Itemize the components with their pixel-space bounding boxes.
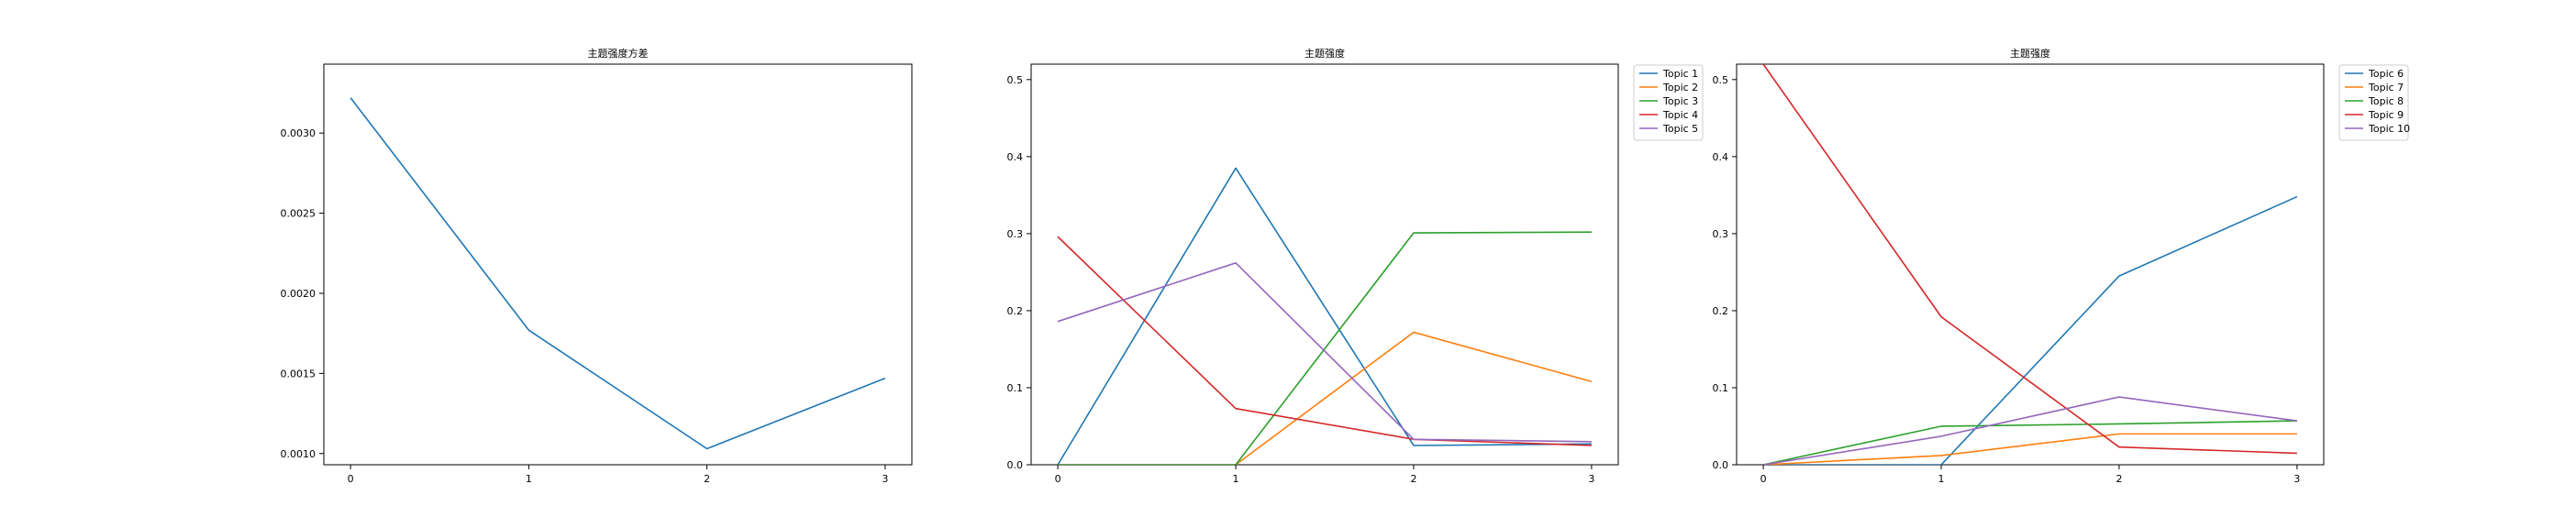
y-tick-label: 0.0015 [281, 368, 316, 380]
series-line-topic-2 [1058, 331, 1593, 465]
chart-title: 主题强度 [1305, 47, 1345, 60]
y-tick-label: 0.3 [1713, 228, 1729, 240]
plot-frame [323, 63, 913, 466]
x-tick-label: 1 [526, 473, 532, 485]
legend-label: Topic 2 [1662, 82, 1698, 94]
y-tick-label: 0.0 [1007, 459, 1024, 471]
series-line-topic-3 [1058, 231, 1592, 465]
x-tick-label: 2 [1410, 473, 1416, 485]
series-line-topic-8 [1762, 420, 2297, 465]
y-tick-label: 0.0025 [281, 208, 316, 220]
chart-panel-2: 主题强度 0 1 2 3 0.0 0.1 0.2 0.3 0.4 0.5 Topic 1 Topic 2… [1007, 47, 1704, 485]
x-tick-label: 2 [2115, 473, 2122, 485]
y-tick-label: 0.1 [1713, 382, 1729, 394]
legend-box [1633, 64, 1704, 141]
x-tick-label: 1 [1233, 473, 1239, 485]
x-tick-label: 3 [882, 473, 888, 485]
x-tick-label: 1 [1938, 473, 1945, 485]
series-line-variance [350, 97, 886, 450]
y-tick-label: 0.2 [1007, 305, 1024, 317]
legend-label: Topic 3 [1662, 95, 1698, 107]
series-line-topic-6 [1763, 195, 2298, 465]
x-tick-label: 3 [2293, 473, 2300, 485]
chart-panel-3: 主题强度 0 1 2 3 0.0 0.1 0.2 0.3 0.4 0.5 Topic 6 Topic 7… [1713, 47, 2411, 485]
chart-panel-1: 主题强度方差 0 1 2 3 0.0010 0.0015 0.0020 0.0025 0.0030 [281, 47, 913, 485]
x-tick-label: 0 [348, 473, 354, 485]
y-tick-label: 0.4 [1713, 151, 1729, 163]
plot-frame [1736, 63, 2325, 466]
legend-label: Topic 1 [1662, 68, 1698, 80]
chart-title: 主题强度方差 [588, 47, 649, 60]
y-tick-label: 0.4 [1007, 151, 1024, 163]
series-line-topic-1 [1057, 167, 1592, 465]
series-line-topic-5 [1057, 262, 1592, 443]
legend-label: Topic 9 [2368, 109, 2404, 121]
legend-label: Topic 6 [2368, 68, 2404, 80]
legend-label: Topic 7 [2368, 82, 2404, 94]
legend-label: Topic 8 [2368, 95, 2404, 107]
x-tick-label: 2 [704, 473, 710, 485]
y-tick-label: 0.5 [1713, 74, 1729, 86]
x-tick-label: 3 [1588, 473, 1594, 485]
series-line-topic-9 [1762, 64, 2297, 455]
y-tick-label: 0.1 [1007, 382, 1024, 394]
chart-title: 主题强度 [2010, 47, 2050, 60]
y-tick-label: 0.3 [1007, 228, 1024, 240]
y-tick-label: 0.2 [1713, 305, 1729, 317]
legend-box [2338, 64, 2409, 141]
series-line-topic-4 [1057, 236, 1592, 446]
series-line-topic-10 [1762, 396, 2298, 465]
series-line-topic-7 [1763, 433, 2297, 465]
y-tick-label: 0.0020 [281, 288, 316, 300]
y-tick-label: 0.0030 [281, 127, 316, 139]
legend-label: Topic 10 [2368, 123, 2410, 135]
y-tick-label: 0.0 [1713, 459, 1729, 471]
plot-frame [1030, 63, 1619, 466]
y-tick-label: 0.5 [1007, 74, 1024, 86]
legend-label: Topic 4 [1662, 109, 1698, 121]
legend-label: Topic 5 [1662, 123, 1698, 135]
x-tick-label: 0 [1760, 473, 1767, 485]
x-tick-label: 0 [1055, 473, 1061, 485]
y-tick-label: 0.0010 [281, 448, 316, 460]
